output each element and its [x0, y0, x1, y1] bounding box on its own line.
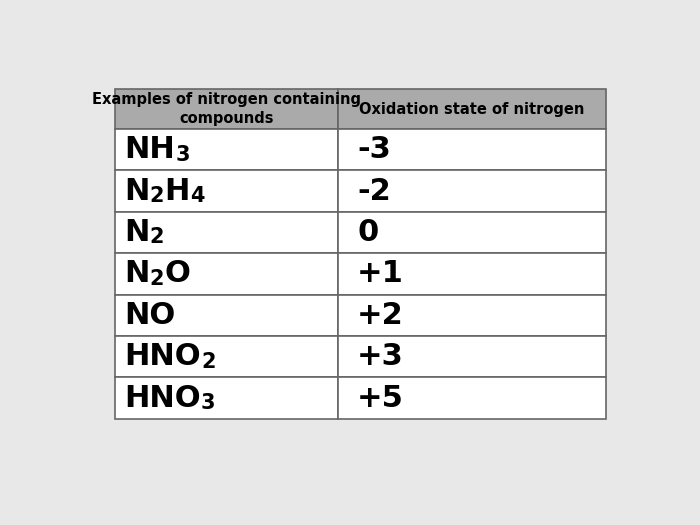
Text: 4: 4	[190, 186, 204, 206]
Bar	[115, 171, 338, 212]
Text: -3: -3	[357, 135, 391, 164]
Bar	[338, 377, 606, 419]
Bar	[338, 253, 606, 295]
Bar	[338, 336, 606, 377]
Bar	[115, 253, 338, 295]
Bar	[338, 212, 606, 253]
Text: +2: +2	[357, 301, 404, 330]
Text: 2: 2	[150, 269, 164, 289]
Bar	[338, 295, 606, 336]
Text: N: N	[125, 218, 150, 247]
Bar	[115, 129, 338, 171]
Text: N: N	[125, 259, 150, 288]
Text: HNO: HNO	[125, 342, 201, 371]
Bar	[338, 129, 606, 171]
Text: Oxidation state of nitrogen: Oxidation state of nitrogen	[359, 102, 584, 117]
Text: +1: +1	[357, 259, 404, 288]
Text: 0: 0	[357, 218, 378, 247]
Text: 3: 3	[201, 393, 216, 413]
Text: HNO: HNO	[125, 384, 201, 413]
Text: NO: NO	[125, 301, 176, 330]
Bar	[115, 212, 338, 253]
Bar	[115, 377, 338, 419]
Text: 2: 2	[201, 352, 216, 372]
Bar	[115, 89, 338, 129]
Bar	[338, 89, 606, 129]
Bar	[115, 295, 338, 336]
Text: +3: +3	[357, 342, 404, 371]
Text: H: H	[164, 176, 190, 206]
Text: Examples of nitrogen containing
compounds: Examples of nitrogen containing compound…	[92, 92, 360, 126]
Text: NH: NH	[125, 135, 175, 164]
Text: O: O	[164, 259, 190, 288]
Bar	[338, 171, 606, 212]
Text: -2: -2	[357, 176, 391, 206]
Text: N: N	[125, 176, 150, 206]
Text: 2: 2	[150, 186, 164, 206]
Text: +5: +5	[357, 384, 404, 413]
Text: 3: 3	[175, 145, 190, 165]
Text: 2: 2	[150, 227, 164, 247]
Bar	[115, 336, 338, 377]
